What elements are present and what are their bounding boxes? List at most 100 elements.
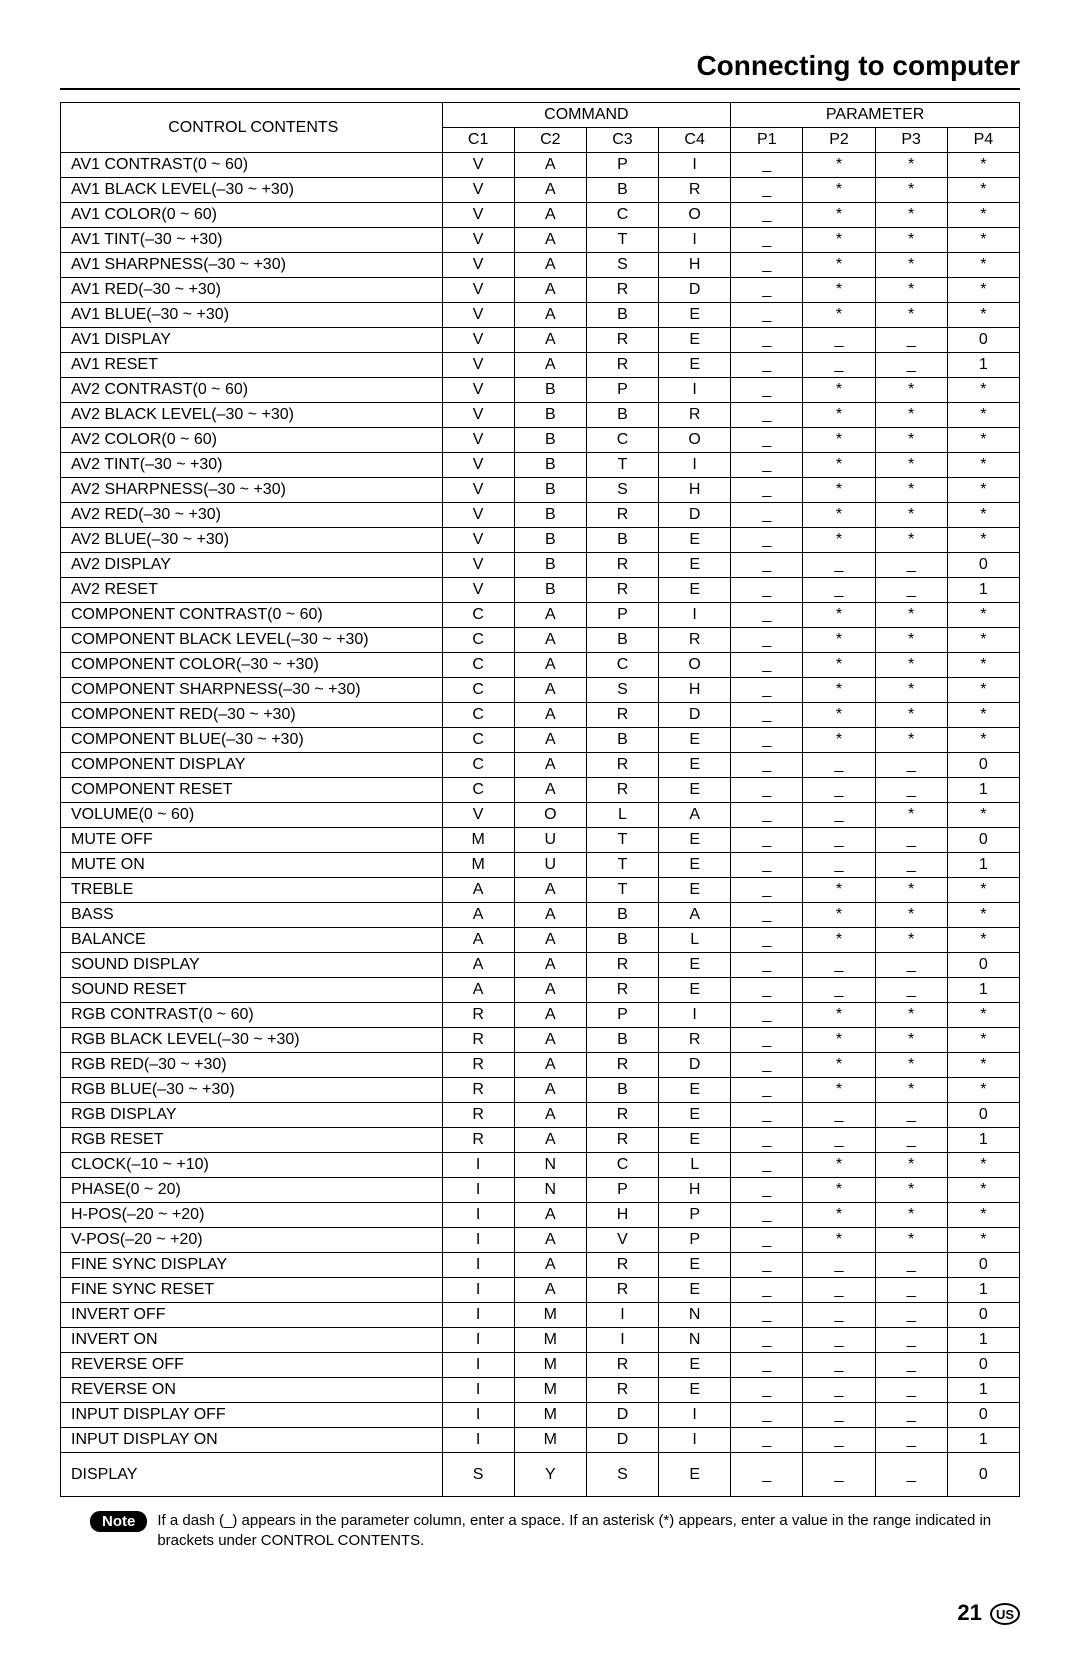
cmd-cell: L <box>586 803 658 828</box>
param-cell: _ <box>731 1278 803 1303</box>
param-cell: _ <box>875 553 947 578</box>
param-cell: _ <box>803 1128 875 1153</box>
param-cell: _ <box>731 203 803 228</box>
param-cell: * <box>947 203 1019 228</box>
table-row: REVERSE OFFIMRE___0 <box>61 1353 1020 1378</box>
row-label: AV2 RED(–30 ~ +30) <box>61 503 443 528</box>
row-label: AV2 TINT(–30 ~ +30) <box>61 453 443 478</box>
param-cell: _ <box>731 1428 803 1453</box>
cmd-cell: R <box>586 1278 658 1303</box>
row-label: VOLUME(0 ~ 60) <box>61 803 443 828</box>
param-cell: * <box>947 728 1019 753</box>
table-row: AV1 COLOR(0 ~ 60)VACO_*** <box>61 203 1020 228</box>
table-row: SOUND DISPLAYAARE___0 <box>61 953 1020 978</box>
cmd-cell: R <box>586 353 658 378</box>
cmd-cell: B <box>586 403 658 428</box>
table-row: MUTE ONMUTE___1 <box>61 853 1020 878</box>
note-text: If a dash (_) appears in the parameter c… <box>157 1511 1020 1550</box>
param-cell: _ <box>803 1453 875 1497</box>
cmd-cell: R <box>586 1053 658 1078</box>
param-cell: * <box>875 703 947 728</box>
cmd-cell: I <box>659 603 731 628</box>
cmd-cell: V <box>442 153 514 178</box>
param-cell: _ <box>731 753 803 778</box>
cmd-cell: A <box>514 1003 586 1028</box>
param-cell: * <box>803 253 875 278</box>
cmd-cell: N <box>659 1328 731 1353</box>
row-label: INPUT DISPLAY ON <box>61 1428 443 1453</box>
cmd-cell: I <box>659 1428 731 1453</box>
page-title: Connecting to computer <box>60 50 1020 90</box>
table-row: PHASE(0 ~ 20)INPH_*** <box>61 1178 1020 1203</box>
cmd-cell: B <box>514 403 586 428</box>
param-cell: * <box>875 803 947 828</box>
table-row: AV1 CONTRAST(0 ~ 60)VAPI_*** <box>61 153 1020 178</box>
param-cell: _ <box>875 1453 947 1497</box>
cmd-cell: D <box>659 278 731 303</box>
table-row: DISPLAYSYSE___0 <box>61 1453 1020 1497</box>
param-cell: _ <box>731 978 803 1003</box>
param-cell: _ <box>731 1153 803 1178</box>
row-label: RGB BLUE(–30 ~ +30) <box>61 1078 443 1103</box>
table-row: COMPONENT BLACK LEVEL(–30 ~ +30)CABR_*** <box>61 628 1020 653</box>
col-c1: C1 <box>442 128 514 153</box>
param-cell: * <box>947 878 1019 903</box>
table-row: AV2 BLUE(–30 ~ +30)VBBE_*** <box>61 528 1020 553</box>
param-cell: _ <box>803 978 875 1003</box>
row-label: COMPONENT DISPLAY <box>61 753 443 778</box>
param-cell: 1 <box>947 1278 1019 1303</box>
page-number: 21 <box>957 1600 981 1625</box>
cmd-cell: I <box>442 1253 514 1278</box>
param-cell: _ <box>875 1353 947 1378</box>
param-cell: * <box>875 453 947 478</box>
param-cell: _ <box>731 503 803 528</box>
table-row: MUTE OFFMUTE___0 <box>61 828 1020 853</box>
table-row: AV2 CONTRAST(0 ~ 60)VBPI_*** <box>61 378 1020 403</box>
cmd-cell: R <box>586 753 658 778</box>
cmd-cell: B <box>514 578 586 603</box>
cmd-cell: I <box>659 378 731 403</box>
cmd-cell: R <box>586 1378 658 1403</box>
row-label: MUTE ON <box>61 853 443 878</box>
param-cell: * <box>947 303 1019 328</box>
cmd-cell: A <box>514 953 586 978</box>
param-cell: _ <box>731 1053 803 1078</box>
cmd-cell: V <box>442 328 514 353</box>
cmd-cell: R <box>442 1028 514 1053</box>
cmd-cell: E <box>659 978 731 1003</box>
param-cell: _ <box>731 228 803 253</box>
note-badge: Note <box>90 1511 147 1532</box>
cmd-cell: N <box>514 1178 586 1203</box>
cmd-cell: T <box>586 228 658 253</box>
cmd-cell: A <box>442 953 514 978</box>
table-row: VOLUME(0 ~ 60)VOLA__** <box>61 803 1020 828</box>
param-cell: _ <box>731 353 803 378</box>
cmd-cell: I <box>586 1328 658 1353</box>
table-row: CLOCK(–10 ~ +10)INCL_*** <box>61 1153 1020 1178</box>
cmd-cell: S <box>586 678 658 703</box>
cmd-cell: R <box>586 503 658 528</box>
row-label: REVERSE OFF <box>61 1353 443 1378</box>
param-cell: * <box>947 678 1019 703</box>
param-cell: _ <box>803 1378 875 1403</box>
cmd-cell: B <box>586 928 658 953</box>
cmd-cell: E <box>659 753 731 778</box>
row-label: RGB BLACK LEVEL(–30 ~ +30) <box>61 1028 443 1053</box>
cmd-cell: R <box>586 978 658 1003</box>
table-row: SOUND RESETAARE___1 <box>61 978 1020 1003</box>
row-label: RGB DISPLAY <box>61 1103 443 1128</box>
param-cell: * <box>875 403 947 428</box>
table-row: AV1 BLUE(–30 ~ +30)VABE_*** <box>61 303 1020 328</box>
cmd-cell: A <box>659 903 731 928</box>
param-cell: _ <box>731 728 803 753</box>
table-row: COMPONENT RED(–30 ~ +30)CARD_*** <box>61 703 1020 728</box>
param-cell: _ <box>731 1453 803 1497</box>
param-cell: 0 <box>947 1453 1019 1497</box>
cmd-cell: V <box>442 228 514 253</box>
param-cell: _ <box>731 378 803 403</box>
param-cell: 1 <box>947 1128 1019 1153</box>
cmd-cell: L <box>659 928 731 953</box>
param-cell: _ <box>731 1378 803 1403</box>
cmd-cell: V <box>442 178 514 203</box>
param-cell: _ <box>803 1278 875 1303</box>
